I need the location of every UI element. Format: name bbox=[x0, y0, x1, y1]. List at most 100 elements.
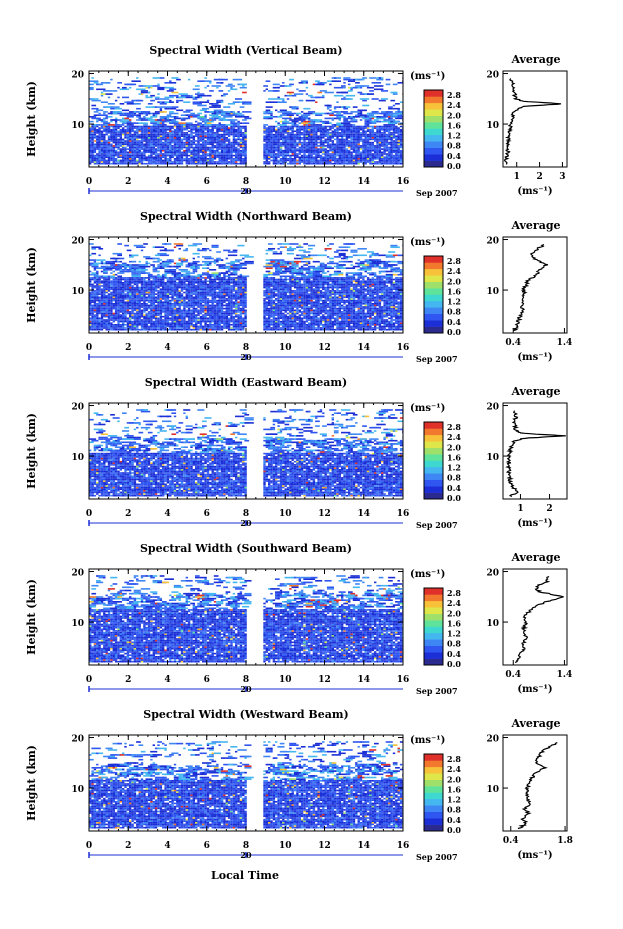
heatmap-cell bbox=[326, 146, 330, 149]
heatmap-cell bbox=[143, 156, 146, 158]
heatmap-cell bbox=[190, 112, 195, 115]
heatmap-cell bbox=[388, 117, 391, 120]
heatmap-cell bbox=[305, 93, 309, 95]
heatmap-cell bbox=[385, 83, 391, 86]
heatmap-cell bbox=[350, 320, 353, 323]
heatmap-cell bbox=[315, 327, 318, 329]
heatmap-cell bbox=[145, 132, 148, 134]
heatmap-cell bbox=[244, 322, 247, 324]
heatmap-cell bbox=[166, 140, 170, 142]
heatmap-cell bbox=[235, 141, 238, 144]
heatmap-cell bbox=[173, 154, 177, 157]
heatmap-cell bbox=[312, 83, 316, 86]
heatmap-cell bbox=[169, 140, 172, 142]
heatmap-cell bbox=[187, 312, 191, 315]
heatmap-cell bbox=[376, 151, 379, 154]
heatmap-cell bbox=[96, 88, 106, 91]
heatmap-cell bbox=[150, 99, 155, 102]
heatmap-cell bbox=[397, 138, 400, 141]
heatmap-cell bbox=[315, 322, 318, 324]
heatmap-cell bbox=[305, 325, 309, 328]
heatmap-cell bbox=[166, 141, 170, 144]
heatmap-cell bbox=[282, 82, 285, 84]
heatmap-cell bbox=[277, 96, 280, 99]
heatmap-cell bbox=[265, 328, 268, 331]
heatmap-cell bbox=[230, 125, 233, 128]
heatmap-cell bbox=[122, 161, 125, 163]
heatmap-cell bbox=[312, 315, 316, 318]
heatmap-cell bbox=[162, 137, 165, 139]
heatmap-cell bbox=[357, 138, 360, 141]
heatmap-cell bbox=[357, 128, 360, 131]
heatmap-cell bbox=[371, 82, 381, 84]
heatmap-cell bbox=[133, 158, 137, 160]
heatmap-cell bbox=[209, 320, 212, 323]
heatmap-cell bbox=[265, 138, 268, 141]
heatmap-cell bbox=[282, 149, 285, 152]
heatmap-cell bbox=[147, 151, 151, 154]
heatmap-cell bbox=[138, 159, 141, 162]
heatmap-cell bbox=[291, 151, 294, 154]
heatmap-cell bbox=[263, 324, 266, 326]
heatmap-cell bbox=[364, 312, 367, 315]
heatmap-cell bbox=[91, 107, 99, 110]
heatmap-cell bbox=[268, 327, 271, 329]
heatmap-cell bbox=[204, 143, 207, 146]
heatmap-cell bbox=[122, 159, 125, 162]
heatmap-cell bbox=[171, 328, 174, 331]
heatmap-cell bbox=[164, 324, 167, 326]
heatmap-cell bbox=[364, 319, 367, 321]
heatmap-cell bbox=[225, 317, 228, 320]
heatmap-cell bbox=[324, 325, 327, 328]
heatmap-cell bbox=[147, 130, 151, 133]
heatmap-cell bbox=[187, 125, 191, 128]
heatmap-cell bbox=[173, 319, 177, 321]
heatmap-cell bbox=[392, 314, 396, 316]
heatmap-cell bbox=[329, 148, 332, 150]
heatmap-cell bbox=[315, 140, 318, 142]
heatmap-cell bbox=[275, 154, 278, 157]
heatmap-cell bbox=[230, 317, 233, 320]
heatmap-cell bbox=[359, 133, 363, 136]
heatmap-cell bbox=[178, 324, 181, 326]
heatmap-cell bbox=[206, 158, 210, 160]
heatmap-cell bbox=[117, 133, 120, 136]
heatmap-cell bbox=[286, 130, 290, 133]
heatmap-cell bbox=[319, 138, 323, 141]
heatmap-cell bbox=[333, 135, 337, 137]
heatmap-cell bbox=[312, 149, 316, 152]
heatmap-cell bbox=[157, 322, 160, 324]
heatmap-cell bbox=[206, 94, 212, 97]
heatmap-cell bbox=[293, 322, 297, 324]
heatmap-cell bbox=[385, 314, 389, 316]
heatmap-cell bbox=[392, 148, 396, 150]
heatmap-cell bbox=[277, 124, 285, 126]
heatmap-cell bbox=[223, 135, 226, 137]
heatmap-cell bbox=[378, 146, 382, 149]
heatmap-cell bbox=[122, 319, 125, 321]
heatmap-cell bbox=[338, 111, 341, 113]
heatmap-cell bbox=[289, 325, 292, 328]
heatmap-cell bbox=[303, 135, 306, 137]
heatmap-cell bbox=[93, 328, 97, 331]
heatmap-cell bbox=[385, 114, 396, 116]
heatmap-cell bbox=[272, 151, 276, 154]
heatmap-cell bbox=[119, 324, 122, 326]
heatmap-cell bbox=[209, 120, 214, 123]
heatmap-cell bbox=[126, 325, 130, 328]
heatmap-cell bbox=[227, 322, 231, 324]
heatmap bbox=[89, 243, 403, 331]
heatmap-cell bbox=[183, 322, 186, 324]
heatmap-cell bbox=[157, 327, 160, 329]
heatmap-cell bbox=[178, 314, 181, 316]
heatmap-cell bbox=[303, 151, 306, 154]
heatmap-cell bbox=[206, 143, 210, 146]
heatmap-cell bbox=[176, 99, 184, 102]
heatmap-cell bbox=[277, 325, 280, 328]
heatmap-cell bbox=[96, 140, 99, 142]
heatmap-cell bbox=[305, 314, 309, 316]
heatmap-cell bbox=[129, 314, 132, 316]
heatmap-cell bbox=[206, 146, 210, 149]
heatmap-cell bbox=[96, 137, 99, 139]
heatmap-cell bbox=[169, 128, 172, 131]
